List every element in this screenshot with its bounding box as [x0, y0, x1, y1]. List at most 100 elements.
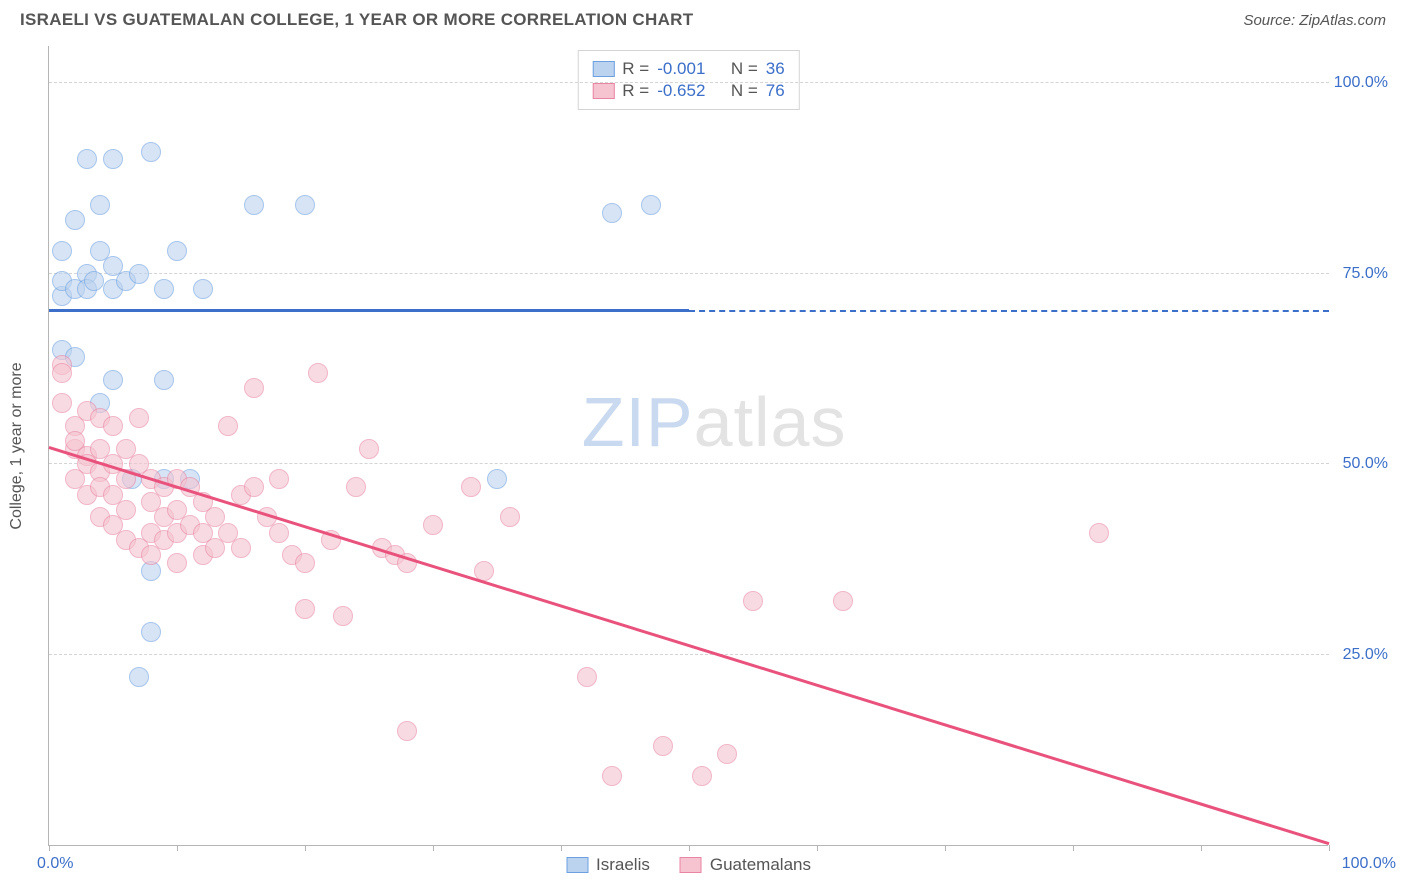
- header: ISRAELI VS GUATEMALAN COLLEGE, 1 YEAR OR…: [0, 0, 1406, 36]
- data-point: [244, 378, 264, 398]
- data-point: [141, 142, 161, 162]
- legend-swatch-guatemalans: [680, 857, 702, 873]
- data-point: [167, 553, 187, 573]
- gridline-h: [49, 654, 1329, 655]
- data-point: [116, 500, 136, 520]
- data-point: [65, 210, 85, 230]
- y-tick-label: 25.0%: [1343, 646, 1388, 664]
- data-point: [295, 195, 315, 215]
- data-point: [244, 477, 264, 497]
- data-point: [167, 241, 187, 261]
- legend-stats-row: R = -0.001 N = 36: [592, 59, 784, 79]
- data-point: [308, 363, 328, 383]
- x-tick: [305, 845, 306, 851]
- legend-r-value-1: -0.652: [657, 81, 705, 101]
- x-tick: [49, 845, 50, 851]
- gridline-h: [49, 82, 1329, 83]
- gridline-h: [49, 463, 1329, 464]
- y-tick-label: 100.0%: [1334, 74, 1388, 92]
- legend-swatch-israelis: [566, 857, 588, 873]
- plot-wrap: ZIPatlas College, 1 year or more R = -0.…: [48, 46, 1388, 846]
- data-point: [90, 195, 110, 215]
- data-point: [52, 241, 72, 261]
- trendline: [49, 309, 689, 312]
- data-point: [743, 591, 763, 611]
- x-tick: [817, 845, 818, 851]
- legend-stats-row: R = -0.652 N = 76: [592, 81, 784, 101]
- x-axis-min-label: 0.0%: [37, 855, 73, 873]
- data-point: [717, 744, 737, 764]
- data-point: [602, 766, 622, 786]
- data-point: [295, 599, 315, 619]
- data-point: [52, 393, 72, 413]
- data-point: [269, 469, 289, 489]
- y-axis-title: College, 1 year or more: [8, 362, 26, 529]
- plot-area: ZIPatlas College, 1 year or more R = -0.…: [48, 46, 1328, 846]
- x-axis-max-label: 100.0%: [1342, 855, 1396, 873]
- data-point: [154, 370, 174, 390]
- legend-swatch-guatemalans: [592, 83, 614, 99]
- data-point: [84, 271, 104, 291]
- data-point: [461, 477, 481, 497]
- legend-n-value-1: 76: [766, 81, 785, 101]
- legend-n-label: N =: [731, 59, 758, 79]
- x-tick: [433, 845, 434, 851]
- chart-title: ISRAELI VS GUATEMALAN COLLEGE, 1 YEAR OR…: [20, 10, 693, 30]
- data-point: [333, 606, 353, 626]
- data-point: [346, 477, 366, 497]
- data-point: [193, 279, 213, 299]
- legend-label-guatemalans: Guatemalans: [710, 855, 811, 875]
- watermark-zip: ZIP: [582, 383, 694, 461]
- data-point: [359, 439, 379, 459]
- watermark-atlas: atlas: [694, 383, 847, 461]
- data-point: [653, 736, 673, 756]
- data-point: [487, 469, 507, 489]
- data-point: [52, 363, 72, 383]
- legend-n-value-0: 36: [766, 59, 785, 79]
- legend-stats: R = -0.001 N = 36 R = -0.652 N = 76: [577, 50, 799, 110]
- data-point: [602, 203, 622, 223]
- data-point: [103, 370, 123, 390]
- data-point: [218, 416, 238, 436]
- legend-r-value-0: -0.001: [657, 59, 705, 79]
- source-attribution: Source: ZipAtlas.com: [1243, 12, 1386, 29]
- x-tick: [1201, 845, 1202, 851]
- data-point: [423, 515, 443, 535]
- legend-r-label: R =: [622, 81, 649, 101]
- data-point: [103, 416, 123, 436]
- legend-series: Israelis Guatemalans: [566, 855, 811, 875]
- x-tick: [561, 845, 562, 851]
- data-point: [577, 667, 597, 687]
- data-point: [500, 507, 520, 527]
- data-point: [103, 149, 123, 169]
- trendline-dashed: [689, 310, 1329, 312]
- legend-r-label: R =: [622, 59, 649, 79]
- legend-swatch-israelis: [592, 61, 614, 77]
- data-point: [129, 667, 149, 687]
- data-point: [129, 264, 149, 284]
- legend-item-guatemalans: Guatemalans: [680, 855, 811, 875]
- gridline-h: [49, 273, 1329, 274]
- x-tick: [1073, 845, 1074, 851]
- x-tick: [177, 845, 178, 851]
- watermark: ZIPatlas: [582, 382, 847, 462]
- data-point: [141, 622, 161, 642]
- data-point: [295, 553, 315, 573]
- data-point: [231, 538, 251, 558]
- legend-n-label: N =: [731, 81, 758, 101]
- y-tick-label: 75.0%: [1343, 265, 1388, 283]
- data-point: [833, 591, 853, 611]
- legend-item-israelis: Israelis: [566, 855, 650, 875]
- data-point: [397, 721, 417, 741]
- legend-label-israelis: Israelis: [596, 855, 650, 875]
- x-tick: [689, 845, 690, 851]
- data-point: [77, 149, 97, 169]
- x-tick: [945, 845, 946, 851]
- trendline: [49, 446, 1330, 845]
- data-point: [641, 195, 661, 215]
- data-point: [154, 279, 174, 299]
- x-tick: [1329, 845, 1330, 851]
- data-point: [129, 408, 149, 428]
- data-point: [269, 523, 289, 543]
- data-point: [1089, 523, 1109, 543]
